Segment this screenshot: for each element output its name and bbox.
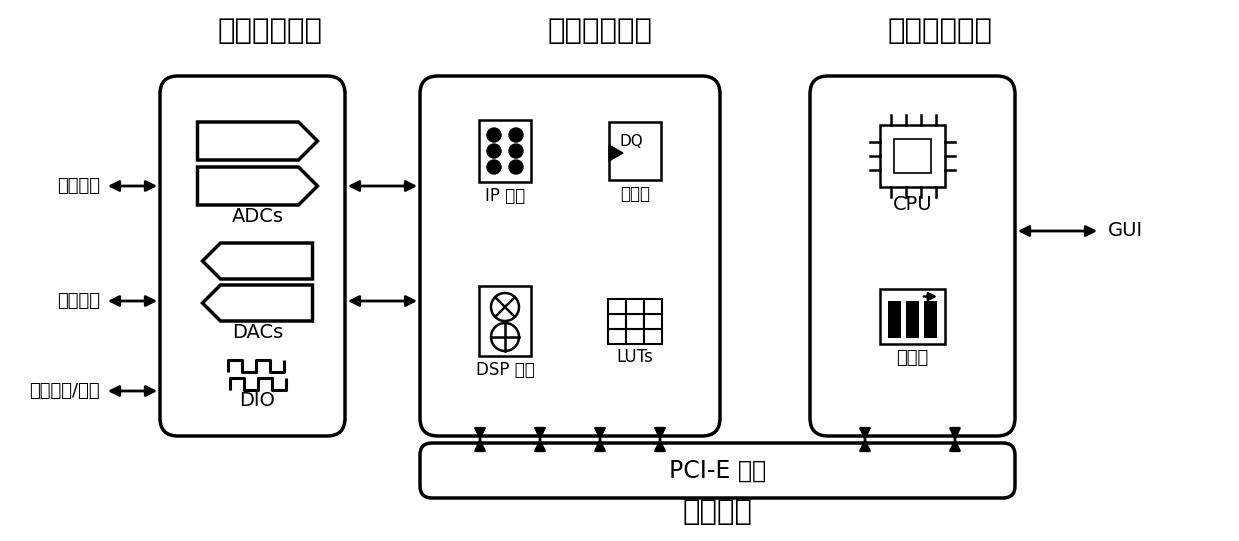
Circle shape — [509, 160, 523, 174]
Circle shape — [487, 144, 501, 158]
Circle shape — [487, 128, 501, 142]
Text: ADCs: ADCs — [232, 207, 284, 226]
Bar — [895, 139, 930, 173]
Text: 模拟输入: 模拟输入 — [57, 177, 100, 195]
Circle shape — [509, 144, 523, 158]
Bar — [608, 299, 626, 313]
Bar — [880, 125, 945, 187]
Text: PCI-E 总线: PCI-E 总线 — [669, 459, 766, 483]
Bar — [626, 313, 644, 328]
Bar — [608, 328, 626, 344]
Bar — [644, 313, 662, 328]
Bar — [888, 300, 901, 338]
Bar — [644, 328, 662, 344]
Text: 实时控制模块: 实时控制模块 — [887, 17, 992, 45]
Circle shape — [487, 160, 501, 174]
Text: DQ: DQ — [620, 134, 643, 148]
Bar — [479, 120, 532, 182]
FancyBboxPatch shape — [160, 76, 344, 436]
Polygon shape — [610, 145, 623, 161]
FancyBboxPatch shape — [420, 76, 720, 436]
Text: DACs: DACs — [232, 324, 284, 342]
Text: 高速数字模块: 高速数字模块 — [548, 17, 653, 45]
Text: 数据转换模块: 数据转换模块 — [218, 17, 322, 45]
Bar — [610, 122, 660, 180]
Bar — [880, 288, 945, 344]
Bar — [906, 300, 919, 338]
Circle shape — [509, 128, 523, 142]
FancyBboxPatch shape — [420, 443, 1015, 498]
Text: DIO: DIO — [239, 392, 275, 411]
Bar — [479, 286, 532, 356]
Bar — [626, 328, 644, 344]
Text: GUI: GUI — [1108, 221, 1144, 241]
Text: LUTs: LUTs — [617, 348, 653, 366]
Bar — [608, 313, 626, 328]
Text: CPU: CPU — [892, 195, 932, 214]
Text: 寄存器: 寄存器 — [620, 185, 650, 203]
Bar — [626, 299, 644, 313]
Bar — [644, 299, 662, 313]
Text: 数字输入/输出: 数字输入/输出 — [30, 382, 100, 400]
Text: DSP 核心: DSP 核心 — [476, 361, 534, 379]
Text: 模拟输出: 模拟输出 — [57, 292, 100, 310]
Text: 存储器: 存储器 — [896, 348, 928, 366]
Bar — [924, 300, 937, 338]
Text: 通信模块: 通信模块 — [683, 498, 752, 526]
Text: IP 端口: IP 端口 — [484, 187, 525, 205]
FancyBboxPatch shape — [810, 76, 1015, 436]
